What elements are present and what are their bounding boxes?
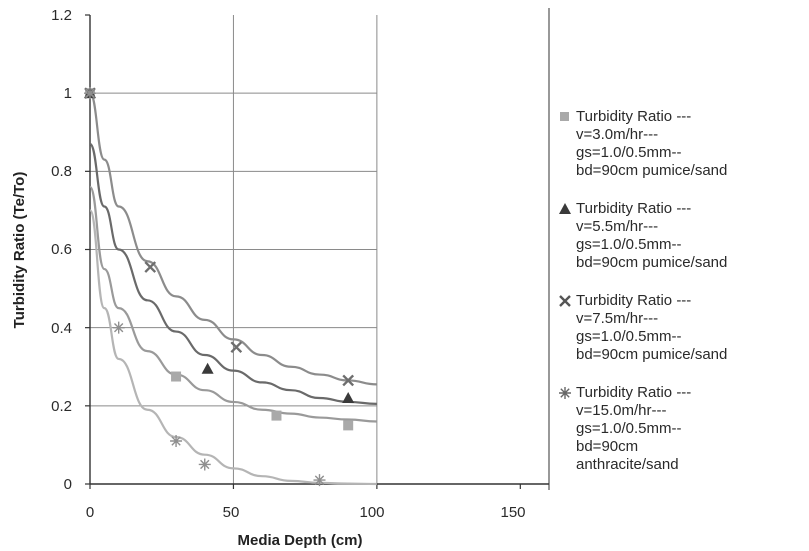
- data-point-asterisk: [313, 474, 326, 487]
- data-point-square: [271, 410, 282, 421]
- trend-curve: [88, 185, 377, 423]
- legend-text: anthracite/sand: [576, 456, 679, 473]
- legend-text: Turbidity Ratio ---: [576, 384, 692, 401]
- trend-curves: [88, 92, 377, 486]
- trend-curve: [88, 142, 377, 405]
- legend-text: bd=90cm pumice/sand: [576, 346, 728, 363]
- legend-item-asterisk: Turbidity Ratio --- v=15.0m/hr--- gs=1.0…: [556, 384, 806, 474]
- x-tick-labels: 0 50 100 150: [86, 504, 526, 521]
- data-point-square: [171, 371, 182, 382]
- data-points: [84, 87, 355, 487]
- legend-text: bd=90cm pumice/sand: [576, 254, 728, 271]
- data-point-triangle: [342, 392, 355, 404]
- legend-item-triangle: Turbidity Ratio --- v=5.5m/hr--- gs=1.0/…: [556, 200, 806, 272]
- data-point-asterisk: [170, 435, 183, 448]
- y-tick-label: 0.4: [51, 320, 72, 337]
- y-tick-label: 0.6: [51, 241, 72, 258]
- data-point-triangle: [201, 362, 214, 374]
- square-marker-icon: [560, 112, 569, 121]
- asterisk-marker-icon: [559, 387, 571, 399]
- triangle-marker-icon: [559, 203, 571, 214]
- x-tick-label: 0: [86, 504, 94, 521]
- legend-item-square: Turbidity Ratio --- v=3.0m/hr--- gs=1.0/…: [556, 108, 806, 180]
- y-tick-label: 0: [64, 476, 72, 493]
- data-point-x: [144, 261, 157, 273]
- legend: Turbidity Ratio --- v=3.0m/hr--- gs=1.0/…: [556, 108, 806, 494]
- legend-text: Turbidity Ratio ---: [576, 200, 692, 217]
- legend-text: bd=90cm pumice/sand: [576, 162, 728, 179]
- legend-text: bd=90cm: [576, 438, 639, 455]
- y-tick-labels: 0 0.2 0.4 0.6 0.8 1 1.2: [51, 7, 72, 493]
- x-tick-label: 150: [500, 504, 525, 521]
- data-point-asterisk: [112, 321, 125, 334]
- legend-text: gs=1.0/0.5mm--: [576, 328, 682, 345]
- x-tick-label: 50: [223, 504, 240, 521]
- y-axis-title: Turbidity Ratio (Te/To): [11, 172, 28, 329]
- x-axis-title: Media Depth (cm): [237, 532, 362, 549]
- legend-text: v=15.0m/hr---: [576, 402, 667, 419]
- legend-text: gs=1.0/0.5mm--: [576, 420, 682, 437]
- y-tick-label: 0.8: [51, 163, 72, 180]
- y-tick-label: 1.2: [51, 7, 72, 24]
- grid-lines: [90, 15, 378, 484]
- data-point-square: [343, 420, 354, 431]
- legend-text: Turbidity Ratio ---: [576, 108, 692, 125]
- legend-text: gs=1.0/0.5mm--: [576, 236, 682, 253]
- trend-curve: [88, 92, 377, 386]
- data-point-x: [230, 341, 243, 354]
- legend-text: Turbidity Ratio ---: [576, 292, 692, 309]
- x-tick-label: 100: [359, 504, 384, 521]
- y-tick-label: 1: [64, 85, 72, 102]
- data-point-asterisk: [198, 458, 211, 471]
- legend-text: v=3.0m/hr---: [576, 126, 659, 143]
- legend-text: v=7.5m/hr---: [576, 310, 659, 327]
- legend-text: gs=1.0/0.5mm--: [576, 144, 682, 161]
- legend-item-x: Turbidity Ratio --- v=7.5m/hr--- gs=1.0/…: [556, 292, 806, 364]
- legend-text: v=5.5m/hr---: [576, 218, 659, 235]
- data-point-asterisk: [84, 87, 96, 100]
- x-marker-icon: [559, 295, 571, 307]
- data-point-x: [342, 374, 355, 387]
- y-tick-label: 0.2: [51, 398, 72, 415]
